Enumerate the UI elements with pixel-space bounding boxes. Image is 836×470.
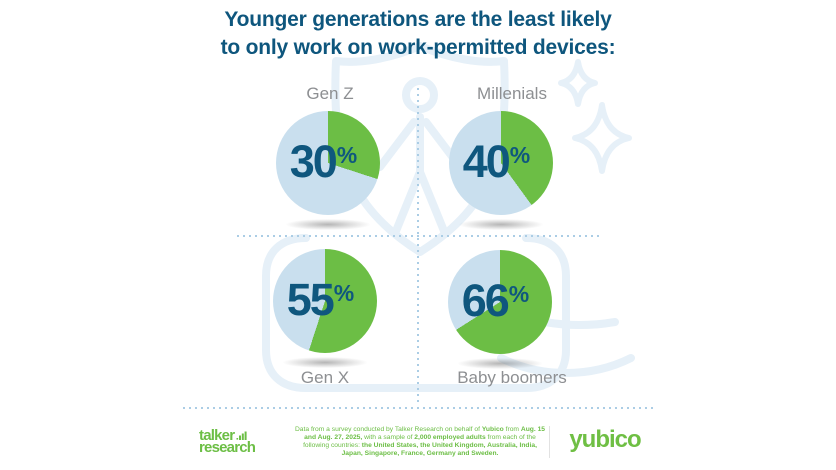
survey-disclaimer: Data from a survey conducted by Talker R… (294, 426, 546, 457)
pie-label-gen-z: Gen Z (306, 84, 354, 103)
pie-value-baby-boomers: 66% (461, 274, 530, 326)
pie-chart-millenials: 40% (449, 111, 553, 215)
yubico-logo: yubico (569, 426, 641, 453)
talker-logo-line-2: research (199, 438, 256, 456)
footer-divider-dotted (183, 407, 653, 409)
bar-chart-icon (236, 429, 247, 442)
pie-value-millenials: 40% (462, 135, 531, 187)
pie-label-baby-boomers: Baby boomers (457, 368, 567, 387)
talker-research-logo: talker research (199, 427, 256, 456)
title-line-2: to only work on work-permitted devices: (220, 36, 616, 60)
footer-separator-line (549, 426, 550, 458)
pie-shadow (459, 219, 543, 230)
pie-label-gen-x: Gen X (300, 368, 350, 387)
page-title: Younger generations are the least likely… (183, 6, 653, 63)
pie-shadow (458, 358, 542, 369)
four-point-sparkle-icon (558, 59, 632, 174)
pie-chart-baby-boomers: 66% (448, 250, 552, 354)
divider-horizontal-dotted (237, 235, 599, 237)
title-line-1: Younger generations are the least likely (224, 8, 612, 31)
pie-chart-gen-z: 30% (276, 111, 380, 215)
pie-value-gen-x: 55% (286, 273, 355, 325)
pie-shadow (283, 357, 367, 368)
divider-vertical-dotted (417, 88, 419, 404)
pie-label-millenials: Millenials (477, 84, 547, 103)
pie-value-gen-z: 30% (289, 135, 358, 187)
talker-logo-line-1: talker (199, 427, 235, 444)
infographic-board: Younger generations are the least likely… (183, 0, 653, 470)
pie-shadow (286, 219, 370, 230)
pie-chart-gen-x: 55% (273, 249, 377, 353)
